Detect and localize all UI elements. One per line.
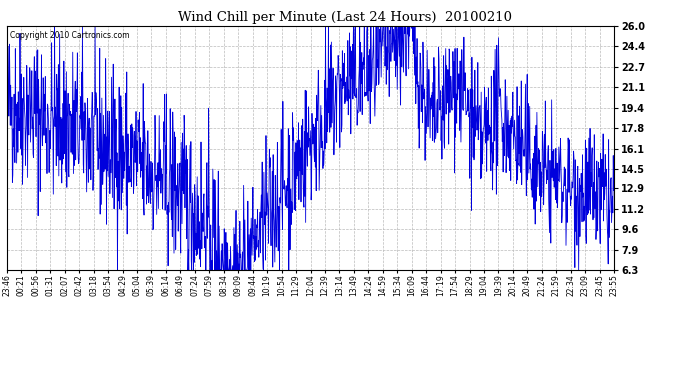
- Text: Wind Chill per Minute (Last 24 Hours)  20100210: Wind Chill per Minute (Last 24 Hours) 20…: [178, 11, 512, 24]
- Text: Copyright 2010 Cartronics.com: Copyright 2010 Cartronics.com: [10, 31, 130, 40]
